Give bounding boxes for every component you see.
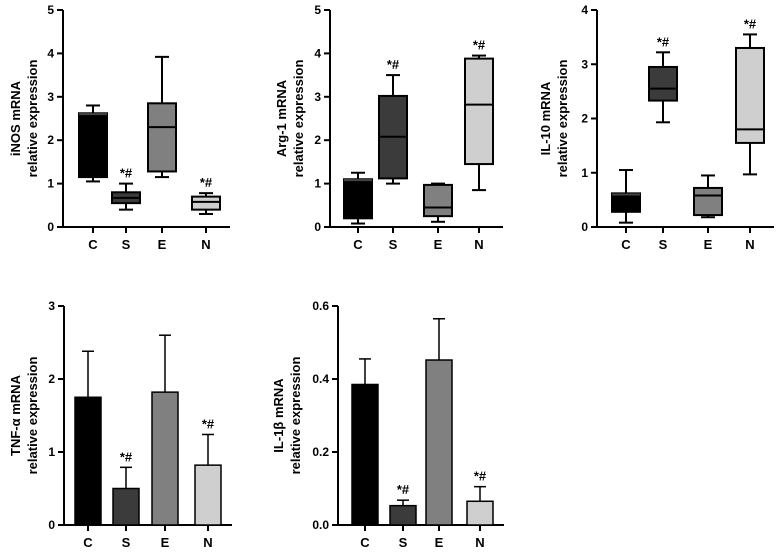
y-tick-label: 0.0 [312, 518, 329, 532]
x-tick-label: S [122, 237, 131, 252]
y-axis-label: relative expression [555, 60, 570, 178]
significance-label: *# [387, 57, 400, 72]
bar-N [466, 500, 494, 526]
y-axis-label: iNOS mRNA [8, 80, 23, 156]
y-tick-label: 2 [581, 112, 588, 126]
y-tick-label: 5 [314, 3, 321, 17]
y-axis-label: Arg-1 mRNA [274, 79, 289, 157]
y-tick-label: 3 [314, 90, 321, 104]
x-tick-label: E [434, 237, 443, 252]
x-tick-label: E [704, 237, 713, 252]
y-axis-label: relative expression [291, 60, 306, 178]
y-tick-label: 3 [48, 299, 55, 313]
x-tick-label: C [353, 237, 363, 252]
y-tick-label: 4 [581, 3, 588, 17]
y-tick-label: 1 [47, 177, 54, 191]
significance-label: *# [120, 449, 133, 464]
significance-label: *# [657, 34, 670, 49]
box-N [464, 57, 494, 166]
bar-S [112, 487, 140, 526]
y-tick-label: 2 [47, 133, 54, 147]
box-E [423, 183, 453, 218]
y-axis-label: relative expression [288, 357, 303, 475]
y-tick-label: 1 [314, 177, 321, 191]
bar-C [74, 396, 102, 526]
y-tick-label: 2 [48, 372, 55, 386]
bar-E [425, 359, 453, 526]
x-tick-label: N [474, 237, 483, 252]
panel-il10: 0 1 2 3 4 IL-10 mRNA relative expression C S *# E N… [538, 3, 774, 252]
significance-label: *# [473, 38, 486, 53]
box-E [147, 102, 177, 173]
y-tick-label: 3 [47, 90, 54, 104]
box-N [191, 195, 221, 211]
x-tick-label: E [158, 237, 167, 252]
y-axis-label: IL-1β mRNA [271, 378, 286, 453]
x-tick-label: N [745, 237, 754, 252]
significance-label: *# [744, 16, 757, 31]
x-tick-label: S [122, 535, 131, 550]
x-tick-label: C [621, 237, 631, 252]
y-tick-label: 0.6 [312, 299, 329, 313]
y-axis-label: relative expression [25, 357, 40, 475]
significance-label: *# [474, 469, 487, 484]
panel-inos: 0 1 2 3 4 5 iNOS mRNA relative expression C S *# E N… [8, 3, 230, 252]
x-tick-label: S [399, 535, 408, 550]
bar-C [351, 383, 379, 526]
y-tick-label: 5 [47, 3, 54, 17]
box-E [693, 186, 723, 217]
box-C [343, 178, 373, 220]
significance-label: *# [120, 166, 133, 181]
box-C [78, 112, 108, 179]
y-axis-label: TNF-α mRNA [8, 374, 23, 456]
x-tick-label: C [360, 535, 370, 550]
y-tick-label: 1 [581, 166, 588, 180]
y-tick-label: 0 [581, 220, 588, 234]
y-tick-label: 4 [314, 46, 321, 60]
x-tick-label: C [88, 237, 98, 252]
panel-il1b: 0.0 0.2 0.4 0.6 IL-1β mRNA relative expressio… [271, 299, 504, 550]
box-C [611, 192, 641, 213]
box-S [648, 65, 678, 102]
x-tick-label: E [161, 535, 170, 550]
y-tick-label: 1 [48, 445, 55, 459]
y-tick-label: 3 [581, 57, 588, 71]
y-tick-label: 0.2 [312, 445, 329, 459]
x-tick-label: S [659, 237, 668, 252]
y-axis-label: IL-10 mRNA [538, 81, 553, 155]
y-axis-label: relative expression [25, 60, 40, 178]
bar-S [389, 504, 417, 526]
x-tick-label: S [389, 237, 398, 252]
y-tick-label: 0 [47, 220, 54, 234]
box-N [735, 46, 765, 144]
bar-E [151, 391, 179, 526]
bar-N [194, 464, 222, 526]
significance-label: *# [202, 416, 215, 431]
x-tick-label: N [203, 535, 212, 550]
panel-tnfa: 0 1 2 3 TNF-α mRNA relative expression C S *# E N *… [8, 299, 232, 550]
x-tick-label: E [435, 535, 444, 550]
x-tick-label: N [201, 237, 210, 252]
significance-label: *# [397, 482, 410, 497]
x-tick-label: C [83, 535, 93, 550]
y-tick-label: 2 [314, 133, 321, 147]
y-tick-label: 4 [47, 46, 54, 60]
y-tick-label: 0.4 [312, 372, 329, 386]
x-tick-label: N [475, 535, 484, 550]
significance-label: *# [200, 175, 213, 190]
panel-arg1: 0 1 2 3 4 5 Arg-1 mRNA relative expression C S *# E… [274, 3, 503, 252]
y-tick-label: 0 [48, 518, 55, 532]
y-tick-label: 0 [314, 220, 321, 234]
